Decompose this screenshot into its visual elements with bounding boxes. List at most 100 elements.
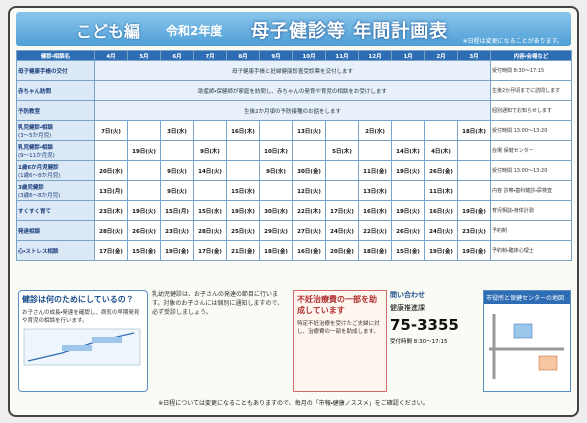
date-cell: 15日(金) (127, 240, 161, 261)
purpose-title: 健診は何のためにしているの？ (22, 295, 134, 304)
date-cell: 13日(火) (292, 120, 326, 141)
month-row: 健診・相談名 4月 5月 6月 7月 8月 9月 10月 11月 12月 1月 2月 3月 内容・会場な… (16, 50, 572, 61)
date-cell: 2日(水) (358, 120, 392, 141)
empty-cell (193, 120, 227, 141)
date-cell: 10日(木) (259, 140, 293, 161)
date-cell: 23日(火) (457, 220, 491, 241)
date-cell: 23日(火) (160, 220, 194, 241)
row-note: 母子健康手帳と妊婦健康診査受診票を交付します (94, 60, 491, 81)
date-cell: 23日(木) (94, 200, 128, 221)
date-cell: 18日(金) (259, 240, 293, 261)
date-cell: 11日(金) (358, 160, 392, 181)
row-label-sub: (3～5か月児) (18, 132, 52, 139)
empty-cell (325, 120, 359, 141)
header-note: ※日程は変更になることがあります。 (462, 38, 563, 45)
schedule-row: 心・ストレス相談 17日(金) 15日(金) 19日(金) 17日(金) 21日(金) 18… (16, 240, 572, 261)
map-drawing (489, 314, 564, 379)
date-cell: 28日(火) (94, 220, 128, 241)
date-cell: 21日(金) (226, 240, 260, 261)
date-cell: 20日(金) (325, 240, 359, 261)
footer: ※日程については変更になることもありますので、毎月の「市報・健康ノススメ」をご確… (158, 400, 429, 407)
row-label-text: 発達相談 (18, 228, 41, 235)
row-detail: 受付時間 13:00～13:20 (490, 160, 572, 181)
date-cell: 19日(金) (457, 200, 491, 221)
row-detail: 会場 保健センター (490, 140, 572, 161)
paper: こども編 令和2年度 母子健診等 年間計画表 ※日程は変更になることがあります。… (8, 6, 579, 417)
empty-cell (391, 180, 425, 201)
row-label-text: 乳児健診・相談 (18, 124, 53, 131)
middle-text: 乳幼児健診は、お子さんの発達の節目に行います。対象のお子さんには個別に通知します… (152, 291, 284, 316)
date-cell: 19日(火) (127, 200, 161, 221)
contact-hours: 受付時間 8:30～17:15 (390, 339, 448, 345)
schedule-row: 1歳6か月児健診 (1歳6～8か月児) 20日(水) 9日(火) 14日(火) 9日(水)… (16, 160, 572, 181)
empty-cell (259, 180, 293, 201)
schedule-row: 予防教室 生後2か月頃の予防接種のお話をします 個別通知でお知らせします (16, 100, 572, 121)
month-header: 4月 (94, 50, 128, 61)
empty-cell (457, 180, 491, 201)
row-label-text: 予防教室 (18, 108, 41, 115)
header-banner: こども編 令和2年度 母子健診等 年間計画表 ※日程は変更になることがあります。 (16, 12, 571, 46)
date-cell: 19日(火) (391, 200, 425, 221)
empty-cell (292, 140, 326, 161)
infertility-text: 特定不妊治療を受けたご夫婦に対し、治療費の一部を助成します。 (297, 321, 380, 335)
date-cell: 5日(木) (325, 140, 359, 161)
date-cell: 14日(火) (193, 160, 227, 181)
date-cell: 25日(火) (226, 220, 260, 241)
contact-box: 問い合わせ 健康推進課 75-3355 受付時間 8:30～17:15 (390, 290, 478, 390)
date-cell: 26日(金) (424, 160, 458, 181)
schedule-row: 乳児健診・相談 (3～5か月児) 7日(火) 3日(水) 16日(木) 13日(火) 2日(… (16, 120, 572, 141)
empty-cell (127, 120, 161, 141)
contact-phone: 75-3355 (390, 316, 459, 334)
date-cell: 17日(金) (193, 240, 227, 261)
date-cell: 17日(金) (94, 240, 128, 261)
date-cell: 4日(木) (424, 140, 458, 161)
row-detail: 予約制 (490, 220, 572, 241)
date-cell: 9日(火) (160, 180, 194, 201)
empty-cell (127, 160, 161, 181)
month-header: 3月 (457, 50, 491, 61)
date-cell: 24日(火) (325, 220, 359, 241)
row-label-text: 心・ストレス相談 (18, 248, 59, 255)
infertility-box: 不妊治療費の一部を助成しています 特定不妊治療を受けたご夫婦に対し、治療費の一部… (293, 290, 387, 392)
date-cell: 19日(金) (424, 240, 458, 261)
empty-cell (226, 160, 260, 181)
row-label-text: 1歳6か月児健診 (18, 164, 59, 171)
row-label: 母子健康手帳の交付 (16, 60, 95, 81)
row-label-sub: (3歳6～8か月児) (18, 192, 61, 199)
date-cell: 19日(金) (160, 240, 194, 261)
date-cell: 14日(木) (391, 140, 425, 161)
row-detail: 育児相談・身体計測 (490, 200, 572, 221)
date-cell: 22日(木) (292, 200, 326, 221)
empty-cell (94, 140, 128, 161)
date-cell: 16日(水) (358, 200, 392, 221)
date-cell: 16日(木) (226, 120, 260, 141)
date-cell: 26日(火) (391, 220, 425, 241)
empty-cell (358, 140, 392, 161)
schedule-row: 発達相談 28日(火) 26日(火) 23日(火) 28日(火) 25日(火) 29日(火)… (16, 220, 572, 241)
date-cell: 22日(火) (358, 220, 392, 241)
date-cell: 13日(水) (358, 180, 392, 201)
date-cell: 19日(金) (457, 240, 491, 261)
empty-cell (127, 180, 161, 201)
date-cell: 11日(木) (424, 180, 458, 201)
month-header: 1月 (391, 50, 425, 61)
map-title: 市役所と保健センターの地図 (484, 291, 570, 304)
empty-cell (325, 180, 359, 201)
date-cell: 20日(水) (94, 160, 128, 181)
corner: 健診・相談名 (16, 50, 95, 61)
date-cell: 12日(火) (292, 180, 326, 201)
row-label: 予防教室 (16, 100, 95, 121)
badge: こども編 (76, 22, 141, 41)
row-detail: 内容 診察・歯科健診・尿検査 (490, 180, 572, 201)
date-cell: 19日(火) (127, 140, 161, 161)
date-cell: 24日(火) (424, 220, 458, 241)
empty-cell (457, 140, 491, 161)
row-label-sub: (9～11か月児) (18, 152, 55, 159)
month-header: 7月 (193, 50, 227, 61)
schedule-row: 赤ちゃん訪問 助産師・保健師が家庭を訪問し、赤ちゃんの発育や育児の相談をお受けしま… (16, 80, 572, 101)
empty-cell (160, 140, 194, 161)
month-header: 6月 (160, 50, 194, 61)
row-label: 心・ストレス相談 (16, 240, 95, 261)
schedule-row: 母子健康手帳の交付 母子健康手帳と妊婦健康診査受診票を交付します 受付時間 8:30… (16, 60, 572, 81)
